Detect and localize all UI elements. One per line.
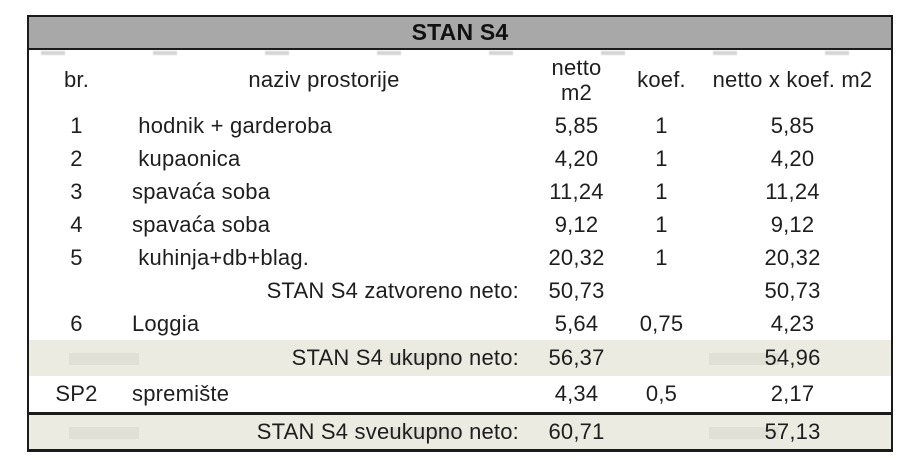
subtotal-row-zatvoreno: STAN S4 zatvoreno neto: 50,73 50,73 (29, 274, 891, 307)
stan-s4-area-table: STAN S4 br. naziv prostorije netto m2 ko… (27, 15, 893, 452)
cell-netto: 56,37 (548, 345, 605, 370)
total-row-ukupno: STAN S4 ukupno neto: 56,37 54,96 (29, 340, 891, 376)
cell-br: 6 (70, 310, 83, 336)
cell-naziv: hodnik + garderoba (132, 112, 333, 138)
cell-naziv: STAN S4 zatvoreno neto: (266, 277, 519, 303)
cell-naziv: spavaća soba (132, 178, 271, 204)
col-header-netto-m2: netto m2 (524, 55, 629, 105)
cell-naziv: spremište (132, 381, 230, 406)
cell-result: 50,73 (764, 277, 821, 303)
cell-koef: 1 (655, 211, 668, 237)
cell-netto: 5,85 (554, 112, 599, 138)
table-row: 2 kupaonica 4,20 1 4,20 (29, 142, 891, 175)
table-row-sp2: SP2 spremište 4,34 0,5 2,17 (29, 376, 891, 412)
table-row: 3 spavaća soba 11,24 1 11,24 (29, 175, 891, 208)
col-header-koef: koef. (637, 66, 686, 92)
cell-result: 57,13 (764, 419, 821, 444)
table-row: 1 hodnik + garderoba 5,85 1 5,85 (29, 109, 891, 142)
column-header-row: br. naziv prostorije netto m2 koef. nett… (29, 50, 891, 109)
cell-br: 3 (70, 178, 83, 204)
cell-koef: 1 (655, 112, 668, 138)
cell-result: 11,24 (765, 178, 820, 204)
col-header-br: br. (63, 66, 90, 92)
cell-netto: 9,12 (554, 211, 599, 237)
table-title-bar: STAN S4 (29, 17, 891, 50)
cell-naziv: kuhinja+db+blag. (132, 244, 310, 270)
cell-netto: 4,20 (554, 145, 599, 171)
cell-result: 4,20 (770, 145, 815, 171)
table-row: 5 kuhinja+db+blag. 20,32 1 20,32 (29, 241, 891, 274)
cell-netto: 4,34 (554, 381, 599, 406)
cell-naziv: spavaća soba (132, 211, 271, 237)
cell-result: 9,12 (770, 211, 815, 237)
col-header-naziv: naziv prostorije (248, 66, 400, 92)
cell-result: 54,96 (764, 345, 821, 370)
cell-netto: 60,71 (548, 419, 605, 444)
cell-naziv: Loggia (132, 310, 200, 336)
col-header-netto-line2: m2 (561, 79, 592, 105)
table-title: STAN S4 (411, 19, 509, 45)
cell-naziv: kupaonica (132, 145, 241, 171)
cell-result: 4,23 (770, 310, 815, 336)
cell-netto: 5,64 (554, 310, 599, 336)
cell-br: SP2 (55, 381, 98, 406)
cell-result: 5,85 (770, 112, 815, 138)
cell-br: 1 (70, 112, 83, 138)
cell-naziv: STAN S4 sveukupno neto: (256, 419, 519, 444)
cell-netto: 50,73 (548, 277, 605, 303)
cell-koef: 1 (655, 145, 668, 171)
grand-total-row-sveukupno: STAN S4 sveukupno neto: 60,71 57,13 (29, 412, 891, 449)
cell-netto: 11,24 (549, 178, 604, 204)
cell-result: 2,17 (770, 381, 815, 406)
cell-koef: 1 (655, 178, 668, 204)
cell-koef: 0,5 (645, 381, 678, 406)
col-header-netto-line1: netto (551, 54, 602, 80)
cell-result: 20,32 (764, 244, 821, 270)
col-header-netto-x-koef: netto x koef. m2 (712, 66, 873, 92)
cell-br: 5 (70, 244, 83, 270)
cell-naziv: STAN S4 ukupno neto: (291, 345, 519, 370)
table-row: 4 spavaća soba 9,12 1 9,12 (29, 208, 891, 241)
cell-br: 2 (70, 145, 83, 171)
cell-br: 4 (70, 211, 83, 237)
cell-koef: 0,75 (639, 310, 684, 336)
cell-netto: 20,32 (548, 244, 605, 270)
cell-koef: 1 (655, 244, 668, 270)
table-row: 6 Loggia 5,64 0,75 4,23 (29, 307, 891, 340)
